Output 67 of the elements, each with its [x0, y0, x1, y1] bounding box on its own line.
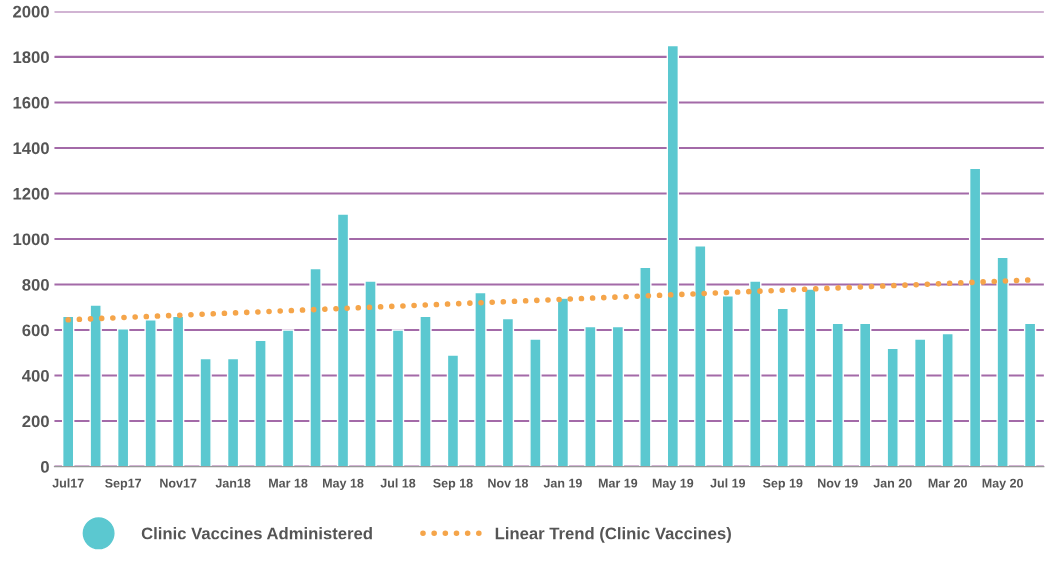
x-tick-label: Jan 19 — [543, 478, 582, 488]
x-tick-label: Sep17 — [105, 478, 142, 491]
y-tick-label: 800 — [22, 278, 49, 291]
x-tick-label: Mar 20 — [928, 478, 967, 488]
bar — [1023, 322, 1037, 467]
bar — [831, 322, 844, 467]
x-tick-label: Jul17 — [52, 478, 84, 488]
x-tick-label: Sep 19 — [762, 478, 803, 491]
y-tick-label: 1800 — [13, 51, 49, 64]
y-tick-label: 2000 — [13, 5, 49, 18]
x-tick-label: Jan18 — [215, 478, 251, 488]
y-tick-label: 1200 — [13, 187, 49, 200]
x-tick-label: Jul 18 — [380, 478, 416, 488]
bar — [776, 307, 789, 467]
x-tick-label: May 19 — [652, 478, 694, 491]
x-tick-label: Sep 18 — [433, 478, 473, 491]
bar — [611, 325, 625, 467]
bar — [501, 317, 515, 467]
bar — [281, 329, 295, 467]
bar — [859, 322, 872, 467]
bar — [89, 304, 102, 467]
bar — [996, 256, 1009, 467]
bar — [694, 245, 707, 467]
bar — [749, 280, 762, 467]
x-tick-label: Nov 19 — [818, 478, 858, 488]
y-tick-label: 400 — [22, 369, 49, 382]
bar — [446, 354, 460, 467]
y-tick-label: 0 — [40, 460, 49, 473]
bar — [968, 167, 982, 467]
bar — [391, 329, 405, 467]
x-tick-label: Nov17 — [160, 478, 197, 488]
y-tick-label: 1600 — [13, 96, 49, 109]
bar — [721, 295, 734, 467]
bar — [474, 291, 487, 467]
legend-label: Clinic Vaccines Administered — [141, 527, 372, 540]
y-tick-label: 1400 — [13, 142, 49, 155]
bar — [941, 332, 954, 467]
bar — [254, 339, 267, 467]
bar — [639, 266, 652, 467]
bar — [666, 44, 680, 467]
x-tick-label: Nov 18 — [488, 478, 529, 488]
bar — [199, 357, 212, 467]
bar — [144, 319, 157, 467]
bar — [419, 315, 432, 467]
bar — [886, 347, 899, 467]
x-tick-label: May 20 — [982, 478, 1023, 491]
y-tick-label: 1000 — [13, 233, 49, 246]
bar — [226, 357, 240, 467]
bar — [336, 213, 350, 467]
x-tick-label: Mar 18 — [269, 478, 308, 488]
x-tick-label: Jan 20 — [873, 478, 912, 488]
bar — [364, 280, 377, 467]
y-tick-label: 200 — [22, 415, 49, 428]
bar — [584, 325, 597, 467]
bar — [556, 297, 570, 467]
bar — [913, 338, 927, 467]
bar — [116, 328, 130, 467]
bar — [309, 267, 322, 467]
legend-label: Linear Trend (Clinic Vaccines) — [495, 527, 731, 543]
bar — [61, 315, 75, 467]
x-tick-label: May 18 — [323, 478, 364, 491]
bar — [804, 288, 817, 467]
bar — [529, 338, 542, 467]
y-tick-label: 600 — [22, 324, 49, 337]
bar — [171, 315, 185, 467]
x-tick-label: Mar 19 — [598, 478, 638, 488]
x-tick-label: Jul 19 — [710, 478, 746, 488]
